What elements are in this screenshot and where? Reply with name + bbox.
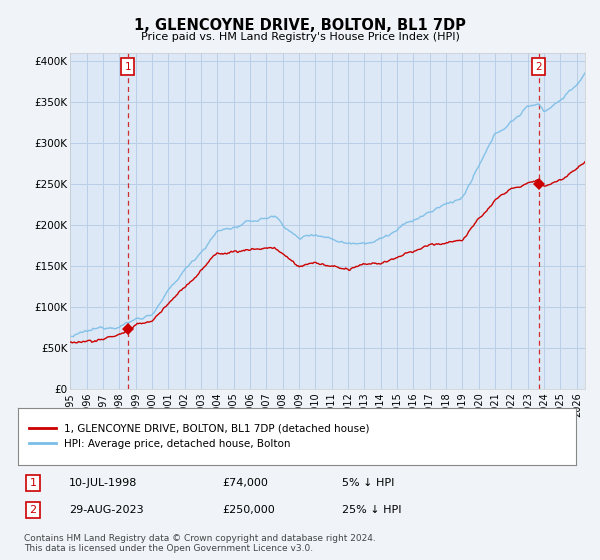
Text: 2: 2 [29, 505, 37, 515]
Text: 5% ↓ HPI: 5% ↓ HPI [342, 478, 394, 488]
Text: Price paid vs. HM Land Registry's House Price Index (HPI): Price paid vs. HM Land Registry's House … [140, 32, 460, 43]
Text: £74,000: £74,000 [222, 478, 268, 488]
Text: 1: 1 [125, 62, 131, 72]
Text: Contains HM Land Registry data © Crown copyright and database right 2024.
This d: Contains HM Land Registry data © Crown c… [24, 534, 376, 553]
Text: 1, GLENCOYNE DRIVE, BOLTON, BL1 7DP: 1, GLENCOYNE DRIVE, BOLTON, BL1 7DP [134, 18, 466, 33]
Text: £250,000: £250,000 [222, 505, 275, 515]
Legend: 1, GLENCOYNE DRIVE, BOLTON, BL1 7DP (detached house), HPI: Average price, detach: 1, GLENCOYNE DRIVE, BOLTON, BL1 7DP (det… [23, 418, 376, 455]
Text: 25% ↓ HPI: 25% ↓ HPI [342, 505, 401, 515]
Text: 1: 1 [29, 478, 37, 488]
Text: 10-JUL-1998: 10-JUL-1998 [69, 478, 137, 488]
Text: 2: 2 [535, 62, 542, 72]
Text: 29-AUG-2023: 29-AUG-2023 [69, 505, 143, 515]
